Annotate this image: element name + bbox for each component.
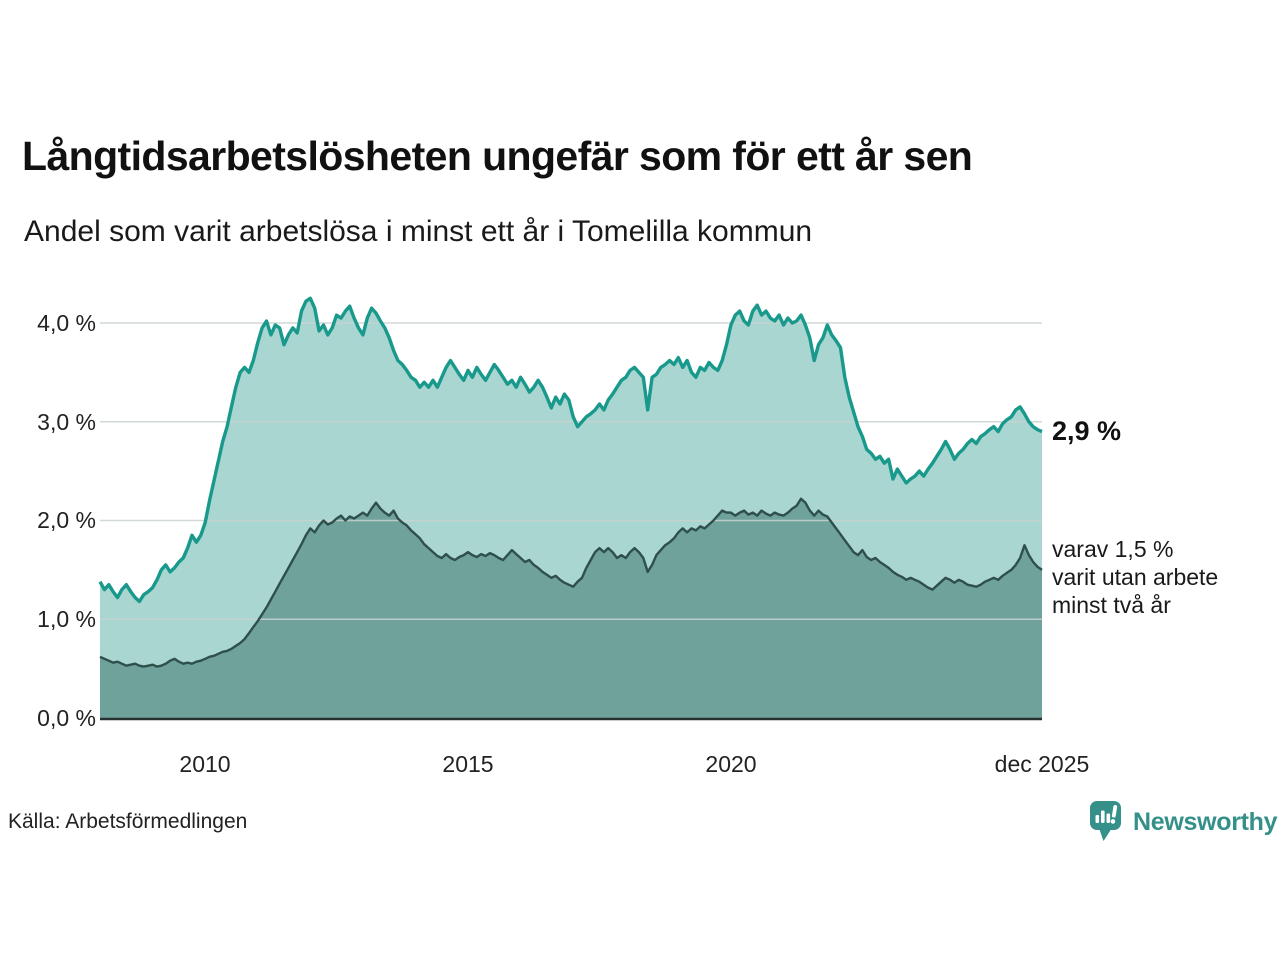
series2-line	[99, 497, 1043, 668]
chart-title: Långtidsarbetslösheten ungefär som för e…	[22, 133, 973, 179]
y-axis-tick-label: 4,0 %	[37, 310, 96, 336]
x-axis-tick-label: dec 2025	[994, 751, 1090, 777]
chart-subtitle: Andel som varit arbetslösa i minst ett å…	[24, 215, 813, 248]
newsworthy-logo-icon	[1090, 801, 1121, 841]
series2-end-label-line1: varav 1,5 %	[1052, 536, 1174, 562]
y-axis-tick-label: 0,0 %	[37, 705, 96, 731]
source-attribution: Källa: Arbetsförmedlingen	[8, 810, 248, 833]
x-axis-tick-label: 2020	[705, 751, 757, 777]
x-axis-tick-label: 2015	[442, 751, 494, 777]
series2-end-label-line2: varit utan arbete	[1052, 564, 1219, 590]
series2-area	[100, 498, 1042, 718]
newsworthy-wordmark: Newsworthy	[1133, 807, 1278, 836]
series2-end-value-label: varav 1,5 % varit utan arbete minst två …	[1052, 535, 1218, 619]
y-axis-tick-label: 3,0 %	[37, 409, 96, 435]
series2-end-label-line3: minst två år	[1052, 592, 1171, 618]
y-axis-tick-label: 1,0 %	[37, 606, 96, 632]
y-axis-tick-label: 2,0 %	[37, 507, 96, 533]
newsworthy-brand: Newsworthy	[1088, 800, 1278, 844]
x-axis-tick-label: 2010	[179, 751, 231, 777]
series1-line	[98, 296, 1043, 604]
series1-end-value-label: 2,9 %	[1052, 416, 1122, 446]
